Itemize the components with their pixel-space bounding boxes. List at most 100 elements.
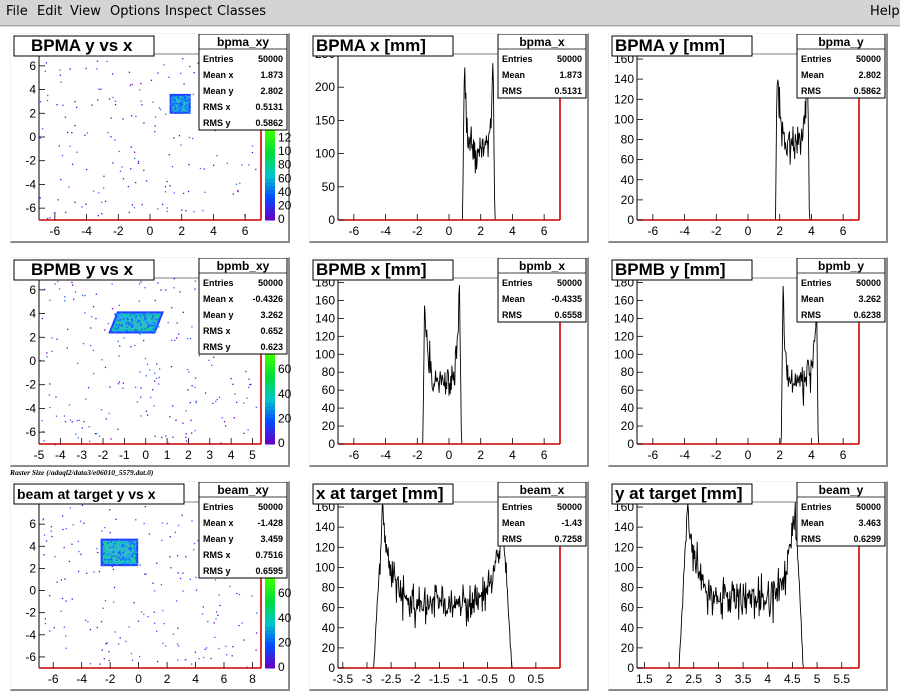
menu-inspect[interactable]: Inspect [165,4,213,19]
x-tick-label: -6 [349,448,360,462]
heatmap-cell [179,112,182,114]
pad-bpmb-x[interactable]: 0 20 40 60 80 100 120 140 160 180 -6 -4 -2 0 2 4 6 BPMB x… [309,257,589,467]
scatter-point [131,659,134,662]
scatter-point [150,79,153,81]
scatter-point [153,622,156,624]
menu-file[interactable]: File [6,4,28,19]
scatter-point [220,442,222,444]
scatter-point [161,522,164,524]
scatter-point [44,622,47,625]
y-tick-label: 4 [29,83,36,97]
y-tick-label: 4 [29,539,36,553]
scatter-point [158,107,160,109]
scatter-point [123,337,125,339]
heatmap-cell [132,324,135,326]
heatmap-cell [128,559,131,561]
palette-tick-label: 60 [278,586,291,600]
scatter-point [204,191,206,193]
scatter-point [152,582,154,584]
heatmap-cell [114,313,117,315]
heatmap-cell [149,322,152,324]
palette-segment [265,383,275,388]
y-tick-label: 60 [621,153,635,167]
x-tick-label: 0 [745,224,752,238]
scatter-point [79,520,82,522]
x-tick-label: -1.5 [429,672,450,686]
scatter-point [97,215,100,217]
pad-bpma-xy[interactable]: 020406080100120-6-4-20246-6-4-20246BPMA … [10,33,291,243]
heatmap-cell [153,322,155,324]
scatter-point [169,185,171,187]
stats-value: -0.4326 [252,294,283,304]
heatmap-cell [116,313,118,316]
heatmap-cell [103,552,106,555]
heatmap-cell [179,100,181,102]
heatmap-cell [109,562,111,565]
heatmap-cell [121,546,123,548]
heatmap-cell [116,563,118,565]
pad-bpma-y[interactable]: 0 20 40 60 80 100 120 140 160 -6 -4 -2 0 2 4 6 BPMA y [m… [608,33,888,243]
scatter-point [130,146,133,148]
x-tick-label: -2 [711,448,722,462]
scatter-point [51,337,53,339]
heatmap-cell [145,315,148,318]
heatmap-cell [117,312,120,314]
stats-label: Entries [801,54,832,64]
y-tick-label: 20 [322,641,336,655]
scatter-point [181,514,183,517]
menu-options[interactable]: Options [110,4,161,19]
scatter-point [171,307,173,309]
heatmap-cell [130,541,133,543]
scatter-point [72,298,75,300]
scatter-point [158,383,160,385]
heatmap-cell [124,544,126,547]
scatter-point [186,368,189,371]
scatter-point [84,294,86,297]
menu-classes[interactable]: Classes [217,4,266,19]
heatmap-cell [177,97,180,99]
y-tick-label: 60 [621,383,635,397]
menu-help[interactable]: Help [870,4,900,19]
scatter-point [256,612,258,614]
scatter-point [168,154,170,156]
menu-view[interactable]: View [70,4,101,19]
scatter-point [91,104,93,106]
heatmap-cell [135,313,138,316]
pad-bpmb-y[interactable]: 0 20 40 60 80 100 120 140 160 180 -6 -4 -2 0 2 4 6 BPMB y… [608,257,888,467]
scatter-point [97,99,99,101]
scatter-point [153,405,155,407]
scatter-point [58,288,61,290]
heatmap-cell [121,324,123,326]
scatter-point [204,392,207,394]
scatter-point [65,528,67,530]
heatmap-cell [125,321,128,324]
pad-beam-x[interactable]: 0 20 40 60 80 100 120 140 160 -3.5 -3 -2.5 -2 -1.5 -1-… [309,481,589,691]
heatmap-cell [107,542,109,545]
pad-bpmb-xy[interactable]: 0 20 40 60 -6 -4 -2 0 2 4 6 -5 -4 -3 -2 -1 0 1 2 3 4 5 BPMB y … [10,257,291,467]
scatter-point [144,357,147,360]
chart-bpma-xy: 020406080100120-6-4-20246-6-4-20246BPMA … [13,34,291,238]
stats-value: 50000 [258,54,283,64]
heatmap-cell [189,102,191,104]
scatter-point [81,294,84,297]
scatter-point [216,398,218,401]
heatmap-cell [141,328,143,331]
heatmap-cell [121,312,123,315]
scatter-point [101,530,103,532]
scatter-point [47,94,49,97]
scatter-point [71,598,73,600]
stats-label: Entries [502,54,533,64]
pad-beam-y[interactable]: 0 20 40 60 80 100 120 140 160 1.5 2 2.5 3 3.5 4 4.5 5 5.5… [608,481,888,691]
scatter-point [85,168,88,171]
scatter-point [46,352,48,354]
x-tick-label: 8 [249,672,256,686]
scatter-point [66,347,68,349]
menu-edit[interactable]: Edit [37,4,63,19]
heatmap-cell [115,546,118,549]
palette-segment [265,136,275,141]
pad-beam-xy[interactable]: 0 20 40 60 -6 -4 -2 0 2 4 6 -6 -4 -2 0 2 4 6 8 beam at targ… [10,481,291,691]
stats-label: RMS x [203,550,231,560]
y-tick-label: 150 [315,113,335,127]
